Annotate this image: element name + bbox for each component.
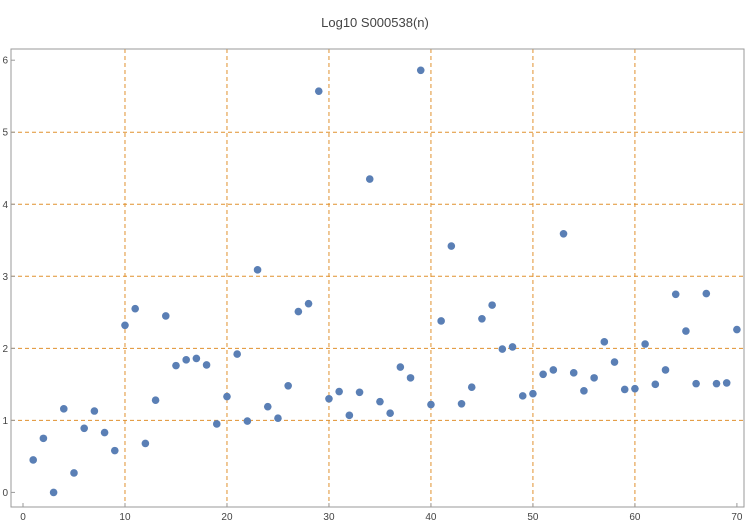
data-point-36 <box>386 409 394 417</box>
data-point-24 <box>263 402 272 411</box>
data-point-61 <box>641 340 649 348</box>
plot-frame <box>10 48 745 508</box>
data-point-56 <box>590 374 598 382</box>
data-point-7 <box>90 407 99 415</box>
data-point-1 <box>29 456 37 464</box>
grid-lines <box>11 49 744 507</box>
data-point-17 <box>192 354 201 363</box>
data-point-69 <box>722 379 731 387</box>
data-point-67 <box>702 289 711 298</box>
data-point-45 <box>478 315 486 323</box>
x-tick-label-50: 50 <box>527 512 539 523</box>
chart-title: Log10 S000538(n) <box>321 15 429 30</box>
data-point-68 <box>712 379 721 388</box>
data-point-42 <box>447 242 456 250</box>
data-point-2 <box>39 434 48 443</box>
data-point-39 <box>416 66 425 75</box>
data-point-6 <box>80 424 88 433</box>
x-tick-label-0: 0 <box>20 512 26 523</box>
data-point-37 <box>396 363 405 371</box>
data-point-41 <box>437 317 445 325</box>
y-tick-label-0: 0 <box>2 488 8 499</box>
data-point-50 <box>529 389 537 398</box>
data-point-49 <box>518 392 527 400</box>
y-tick-label-5: 5 <box>2 128 8 139</box>
data-point-28 <box>304 299 313 308</box>
data-point-59 <box>620 385 629 394</box>
data-point-3 <box>49 488 58 497</box>
y-tick-label-1: 1 <box>2 416 8 427</box>
data-point-47 <box>498 345 507 353</box>
data-point-64 <box>671 290 680 299</box>
data-point-65 <box>682 327 690 335</box>
data-point-60 <box>631 384 639 393</box>
data-point-10 <box>121 321 129 330</box>
data-point-31 <box>335 387 343 396</box>
data-point-18 <box>202 361 211 369</box>
data-point-38 <box>406 374 415 382</box>
data-point-66 <box>692 379 700 388</box>
data-point-33 <box>355 388 364 397</box>
data-point-70 <box>733 325 741 334</box>
x-tick-label-20: 20 <box>221 512 233 523</box>
data-point-20 <box>223 392 231 401</box>
data-point-22 <box>243 417 252 425</box>
y-tick-label-3: 3 <box>2 272 8 283</box>
data-point-34 <box>365 175 374 183</box>
data-point-58 <box>610 358 619 366</box>
data-point-29 <box>314 87 323 95</box>
data-point-40 <box>427 400 435 409</box>
data-points <box>29 66 741 497</box>
y-tick-label-6: 6 <box>2 56 8 67</box>
data-point-21 <box>233 350 241 358</box>
data-point-63 <box>661 366 670 374</box>
x-tick-label-10: 10 <box>119 512 131 523</box>
x-tick-label-30: 30 <box>323 512 335 523</box>
x-tick-label-60: 60 <box>629 512 641 523</box>
data-point-35 <box>376 397 384 406</box>
data-point-48 <box>508 343 517 351</box>
data-point-27 <box>294 307 303 316</box>
data-point-8 <box>100 428 109 437</box>
data-point-32 <box>345 411 354 420</box>
data-point-62 <box>651 380 660 389</box>
data-point-26 <box>284 381 292 390</box>
data-point-54 <box>569 369 578 377</box>
data-point-12 <box>141 439 150 448</box>
data-point-13 <box>151 396 160 404</box>
data-point-57 <box>600 338 609 346</box>
data-point-5 <box>70 469 78 477</box>
data-point-15 <box>172 361 180 370</box>
y-tick-label-2: 2 <box>2 344 8 355</box>
data-point-11 <box>131 304 139 313</box>
data-point-23 <box>253 266 262 274</box>
data-point-46 <box>488 301 496 309</box>
data-point-53 <box>559 230 568 238</box>
data-point-30 <box>325 394 333 403</box>
data-point-14 <box>161 312 170 320</box>
data-point-16 <box>182 356 190 364</box>
data-point-4 <box>59 405 68 413</box>
x-tick-label-40: 40 <box>425 512 437 523</box>
data-point-19 <box>212 420 221 428</box>
data-point-44 <box>467 383 476 392</box>
tick-labels: 0 10 20 30 40 50 60 70 0 1 2 3 4 5 6 <box>2 56 742 523</box>
data-point-9 <box>110 446 119 455</box>
axis-ticks <box>11 59 738 507</box>
y-tick-label-4: 4 <box>2 200 8 211</box>
x-tick-label-70: 70 <box>731 512 743 523</box>
data-point-52 <box>549 366 558 374</box>
data-point-43 <box>457 399 466 408</box>
data-point-51 <box>539 370 547 379</box>
data-point-55 <box>580 387 588 395</box>
data-point-25 <box>274 414 282 423</box>
